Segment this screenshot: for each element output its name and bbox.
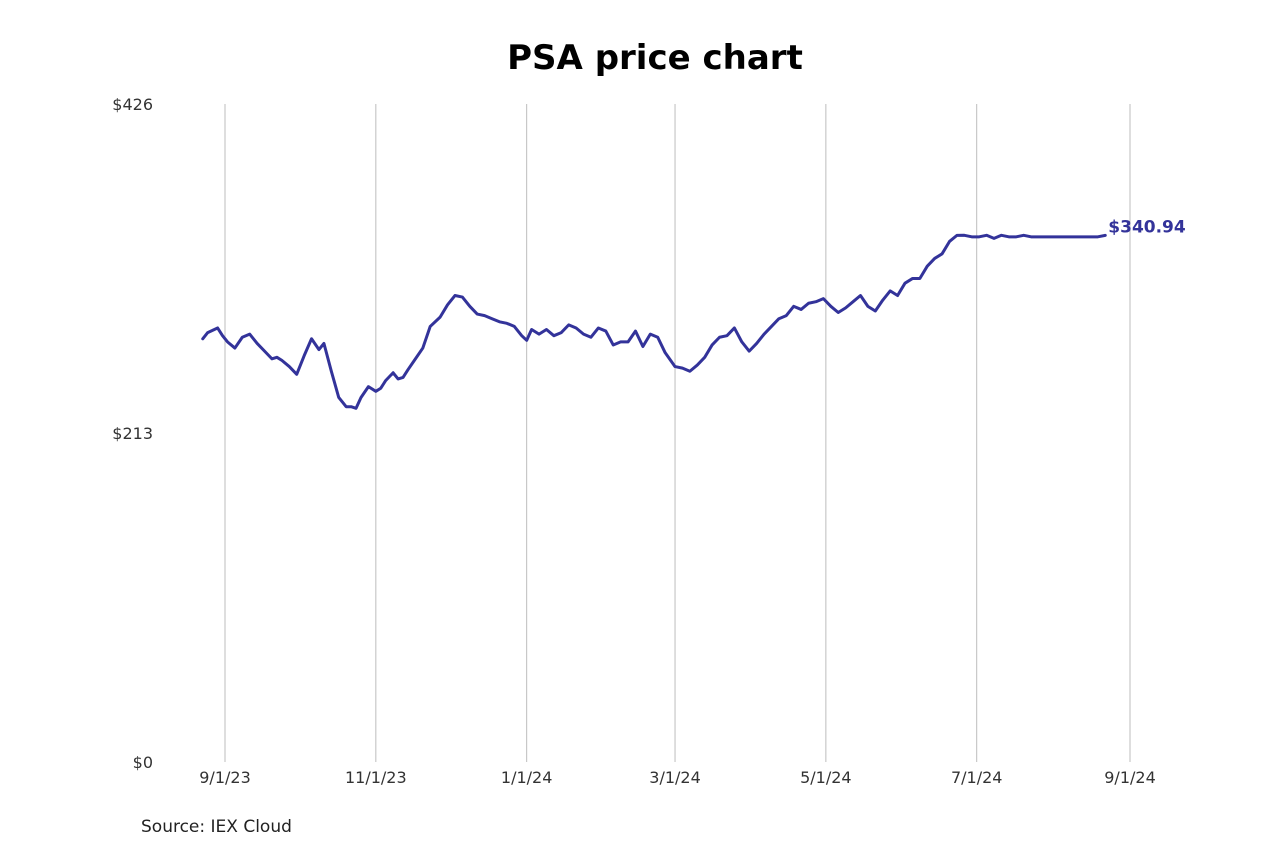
- x-axis-tick-labels: 9/1/23 11/1/23 1/1/24 3/1/24 5/1/24 7/1/24 9/1…: [199, 768, 1156, 787]
- x-tick-label: 11/1/23: [345, 768, 407, 787]
- y-axis-tick-labels: $0 $213 $426: [112, 95, 153, 772]
- x-tick-label: 5/1/24: [800, 768, 852, 787]
- x-tick-label: 7/1/24: [951, 768, 1003, 787]
- y-tick-label: $0: [133, 753, 153, 772]
- x-tick-label: 9/1/24: [1104, 768, 1156, 787]
- price-series-line: [201, 233, 1107, 410]
- y-tick-label: $213: [112, 424, 153, 443]
- source-label: Source: IEX Cloud: [141, 817, 292, 837]
- last-value-label: $340.94: [1108, 217, 1186, 237]
- x-tick-label: 1/1/24: [501, 768, 553, 787]
- x-tick-label: 3/1/24: [649, 768, 701, 787]
- y-tick-label: $426: [112, 95, 153, 114]
- vertical-gridlines: [224, 104, 1131, 762]
- x-tick-label: 9/1/23: [199, 768, 251, 787]
- chart-title: PSA price chart: [507, 38, 803, 78]
